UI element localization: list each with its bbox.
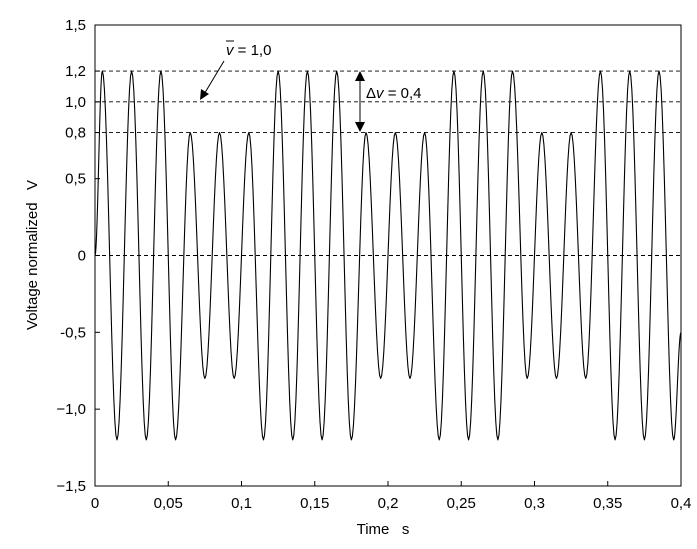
x-axis-ticks: 0 0,05 0,1 0,15 0,2 0,25 0,3 0,35 0,4 (91, 481, 692, 512)
mean-arrow-shaft (202, 60, 225, 97)
x-tick-label: 0,25 (447, 495, 476, 512)
x-tick-label: 0,1 (231, 495, 252, 512)
x-tick-label: 0,3 (524, 495, 545, 512)
delta-prefix: Δ (366, 85, 376, 102)
delta-arrow-head-down (355, 122, 365, 132)
x-tick-label: 0 (91, 495, 99, 512)
y-tick-label: 1,5 (65, 17, 86, 34)
y-axis-ticks: 1,5 1,2 1,0 0,8 0,5 0 -0,5 −1,0 −1,5 (56, 17, 100, 495)
x-axis-label: Time s (357, 521, 410, 538)
y-tick-label: −1,5 (56, 478, 86, 495)
y-tick-label: 0 (78, 248, 86, 265)
mean-symbol: v (226, 42, 235, 59)
y-tick-label: 0,5 (65, 171, 86, 188)
mean-arrow-head (200, 89, 209, 100)
y-tick-label: 0,8 (65, 125, 86, 142)
x-tick-label: 0,4 (671, 495, 692, 512)
mean-annotation: v = 1,0 (200, 40, 271, 100)
y-tick-label: 1,2 (65, 63, 86, 80)
delta-value: = 0,4 (384, 85, 422, 102)
x-tick-label: 0,15 (300, 495, 329, 512)
series-line-voltage (94, 70, 682, 441)
delta-annotation: Δv = 0,4 (355, 71, 421, 132)
y-tick-label: −1,0 (56, 401, 86, 418)
y-axis-label: Voltage normalized V (24, 180, 41, 330)
x-tick-label: 0,2 (378, 495, 399, 512)
delta-arrow-head-up (355, 71, 365, 81)
delta-annotation-text: Δv = 0,4 (366, 85, 421, 102)
mean-annotation-text: v = 1,0 (226, 42, 271, 59)
x-tick-label: 0,35 (593, 495, 622, 512)
mean-value: = 1,0 (234, 42, 272, 59)
delta-symbol: v (376, 85, 385, 102)
x-tick-label: 0,05 (154, 495, 183, 512)
y-tick-label: -0,5 (60, 324, 86, 341)
y-tick-label: 1,0 (65, 94, 86, 111)
